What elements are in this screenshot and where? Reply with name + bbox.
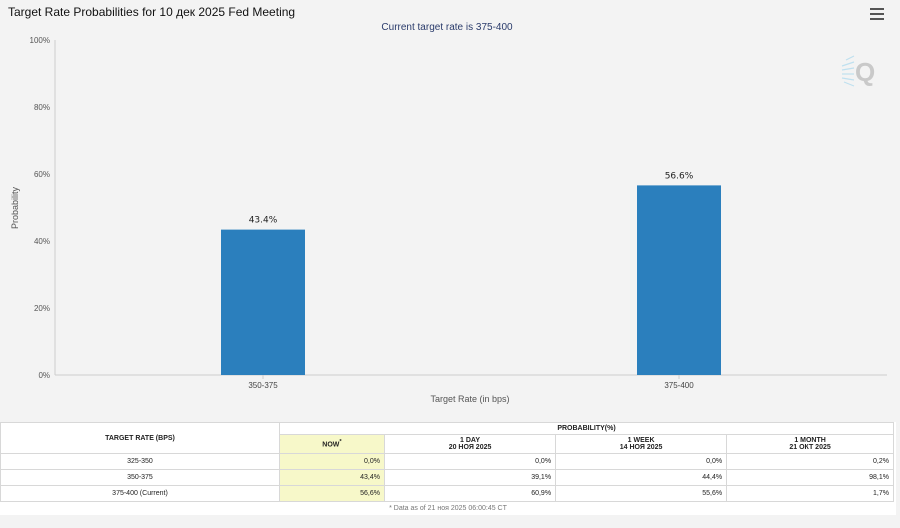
chart-subtitle: Current target rate is 375-400 [381,22,513,33]
value-cell: 55,6% [555,485,728,502]
y-tick-label: 20% [34,304,50,313]
hamburger-menu-icon[interactable] [870,8,884,20]
probability-table: TARGET RATE (BPS) PROBABILITY(%) NOW* 1 … [0,422,894,502]
bar-375-400[interactable] [637,185,721,375]
x-tick-label: 350-375 [248,381,278,390]
y-tick-label: 40% [34,237,50,246]
chart-panel: Target Rate Probabilities for 10 дек 202… [8,5,887,404]
header-target-rate: TARGET RATE (BPS) [0,422,280,454]
y-tick-label: 100% [30,36,50,45]
header-probability: PROBABILITY(%) [279,422,894,435]
q-logo-icon: Q [841,55,875,87]
value-cell: 44,4% [555,469,728,486]
value-cell: 56,6% [279,485,385,502]
table-row: 350-375 43,4% 39,1% 44,4% 98,1% [0,469,894,486]
value-cell: 0,0% [555,453,728,470]
value-cell: 43,4% [279,469,385,486]
chart-title: Target Rate Probabilities for 10 дек 202… [8,5,296,19]
data-timestamp-footnote: * Data as of 21 ноя 2025 06:00:45 CT [0,502,896,515]
y-tick-label: 80% [34,103,50,112]
x-tick-label: 375-400 [664,381,694,390]
col-1-day: 1 DAY 20 НОЯ 2025 [383,434,557,454]
y-tick-label: 0% [38,371,50,380]
bar-chart: 0% 20% 40% 60% 80% 100% 43.4% 350-375 56.6% 375-… [10,36,887,404]
rate-cell: 325-350 [0,453,280,470]
y-tick-label: 60% [34,170,50,179]
data-label: 56.6% [665,171,694,181]
rate-cell: 375-400 (Current) [0,485,280,502]
probability-table-wrap: TARGET RATE (BPS) PROBABILITY(%) NOW* 1 … [0,422,896,515]
x-axis-title: Target Rate (in bps) [430,394,509,404]
data-label: 43.4% [249,216,278,226]
col-now: NOW* [279,434,385,454]
table-row: 325-350 0,0% 0,0% 0,0% 0,2% [0,453,894,470]
value-cell: 0,0% [279,453,385,470]
value-cell: 60,9% [383,485,557,502]
value-cell: 1,7% [726,485,894,502]
value-cell: 98,1% [726,469,894,486]
svg-text:Q: Q [855,57,875,87]
y-axis-title: Probability [10,186,20,229]
col-1-month: 1 MONTH 21 ОКТ 2025 [726,434,894,454]
rate-cell: 350-375 [0,469,280,486]
value-cell: 0,2% [726,453,894,470]
bar-350-375[interactable] [221,229,305,375]
value-cell: 0,0% [383,453,557,470]
col-1-week: 1 WEEK 14 НОЯ 2025 [555,434,728,454]
value-cell: 39,1% [383,469,557,486]
table-row: 375-400 (Current) 56,6% 60,9% 55,6% 1,7% [0,485,894,502]
